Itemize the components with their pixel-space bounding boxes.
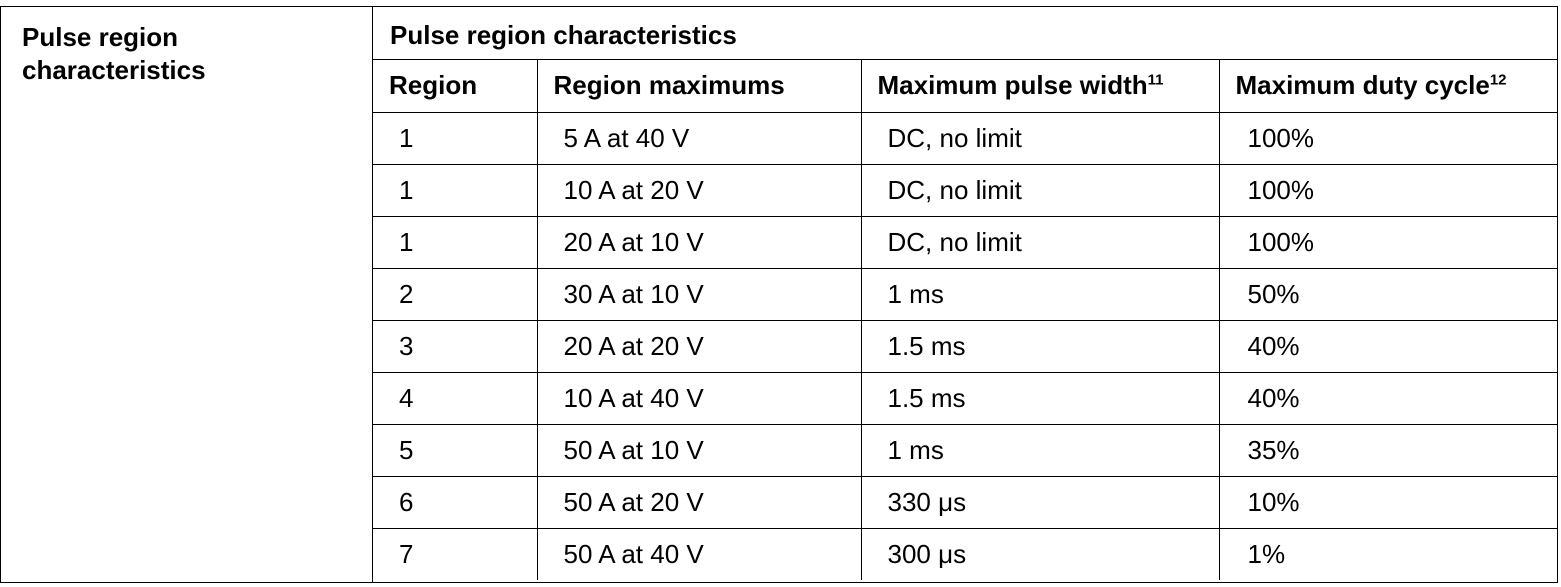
cell-duty-cycle: 40% [1219,320,1557,373]
cell-region-max: 20 A at 10 V [537,216,862,269]
cell-region-max: 50 A at 40 V [537,528,862,580]
table-row: 3 20 A at 20 V 1.5 ms 40% [373,320,1557,373]
table-row: 4 10 A at 40 V 1.5 ms 40% [373,372,1557,425]
table-row: 1 20 A at 10 V DC, no limit 100% [373,216,1557,269]
cell-region: 5 [373,424,538,477]
header-max-pulse-width: Maximum pulse width11 [861,60,1220,113]
row-label-cell: Pulse region characteristics [1,7,373,582]
cell-region-max: 50 A at 10 V [537,424,862,477]
header-region-maximums: Region maximums [537,60,862,113]
cell-pulse-width: DC, no limit [861,216,1220,269]
cell-region-max: 30 A at 10 V [537,268,862,321]
cell-pulse-width: 1 ms [861,268,1220,321]
cell-pulse-width: 1.5 ms [861,320,1220,373]
cell-region-max: 10 A at 20 V [537,164,862,217]
cell-duty-cycle: 40% [1219,372,1557,425]
cell-region: 7 [373,528,538,580]
row-label-line-2: characteristics [22,55,206,85]
cell-duty-cycle: 50% [1219,268,1557,321]
cell-duty-cycle: 100% [1219,216,1557,269]
footnote-11: 11 [1147,71,1164,89]
cell-region-max: 10 A at 40 V [537,372,862,425]
cell-pulse-width: 330 μs [861,476,1220,529]
header-row: Region Region maximums Maximum pulse wid… [373,60,1557,113]
row-label-line-1: Pulse region [22,22,179,52]
cell-region-max: 50 A at 20 V [537,476,862,529]
cell-region: 4 [373,372,538,425]
cell-region: 1 [373,216,538,269]
table-row: 6 50 A at 20 V 330 μs 10% [373,476,1557,529]
cell-duty-cycle: 35% [1219,424,1557,477]
cell-duty-cycle: 100% [1219,164,1557,217]
cell-pulse-width: DC, no limit [861,164,1220,217]
cell-region: 1 [373,112,538,165]
table-row: 7 50 A at 40 V 300 μs 1% [373,528,1557,580]
cell-duty-cycle: 10% [1219,476,1557,529]
header-region: Region [373,60,538,113]
pulse-region-cell: Pulse region characteristics Region Regi… [373,7,1557,582]
cell-pulse-width: 1 ms [861,424,1220,477]
spec-table: Pulse region characteristics Pulse regio… [0,6,1558,583]
footnote-12: 12 [1489,71,1507,89]
cell-duty-cycle: 100% [1219,112,1557,165]
cell-pulse-width: DC, no limit [861,112,1220,165]
cell-region-max: 20 A at 20 V [537,320,862,373]
table-row: 1 10 A at 20 V DC, no limit 100% [373,164,1557,217]
cell-pulse-width: 1.5 ms [861,372,1220,425]
cell-region: 6 [373,476,538,529]
cell-region-max: 5 A at 40 V [537,112,862,165]
cell-region: 1 [373,164,538,217]
inner-table-title: Pulse region characteristics [373,7,1557,60]
cell-region: 2 [373,268,538,321]
cell-region: 3 [373,320,538,373]
cell-duty-cycle: 1% [1247,538,1286,569]
header-max-duty-cycle: Maximum duty cycle12 [1219,60,1557,113]
pulse-region-table: Region Region maximums Maximum pulse wid… [373,60,1557,580]
cell-pulse-width: 300 μs [861,528,1220,580]
